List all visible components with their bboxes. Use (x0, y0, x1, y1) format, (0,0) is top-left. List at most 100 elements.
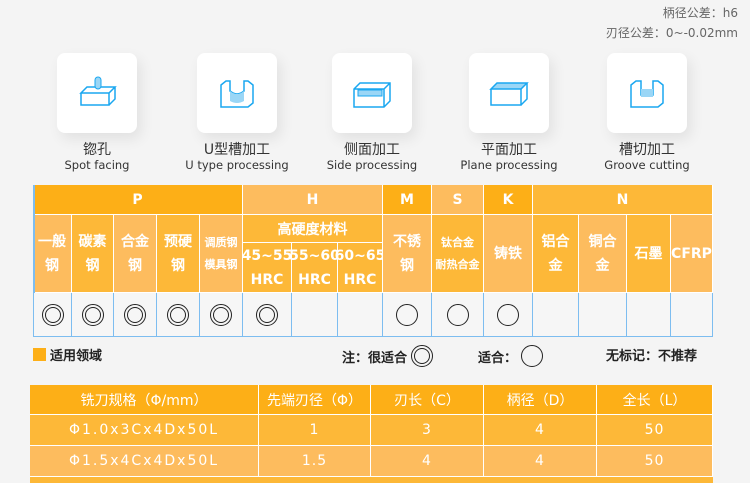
legend-title: 适用领域 (33, 345, 102, 364)
double-circle-icon (124, 303, 146, 326)
material-label-line2: 钢 (400, 257, 414, 274)
material-label-line1: 预硬 (164, 233, 192, 250)
material-column-header: 铸铁 (484, 215, 533, 293)
table-border (33, 185, 35, 293)
material-column-header: 铜合金 (579, 215, 627, 293)
suitability-cell (484, 293, 533, 337)
suitability-cell (72, 293, 114, 337)
double-circle-icon (81, 303, 104, 326)
material-label-line1: 55~60 (289, 247, 340, 264)
suitability-cell (533, 293, 579, 337)
legend-ok: 适合： (478, 345, 544, 367)
groove-cutting-icon (630, 80, 664, 108)
spec-cell: 4 (484, 415, 597, 446)
suitability-cell (432, 293, 484, 337)
legend-square-icon (33, 348, 46, 361)
material-column-header: CFRP (671, 215, 713, 293)
group-header-P: P (33, 185, 243, 215)
material-label-line2: HRC (250, 271, 284, 288)
material-label-line2: 钢 (171, 257, 185, 274)
suitability-cell (383, 293, 432, 337)
process-name-zh: 槽切加工 (619, 142, 675, 158)
u-groove-icon (220, 80, 254, 108)
spec-row-partial (30, 477, 713, 483)
suitability-cell (200, 293, 243, 337)
double-circle-icon (210, 303, 232, 326)
spec-header: 柄径（D） (484, 385, 597, 415)
process-caption: 平面加工 Plane processing (439, 142, 579, 172)
legend-ok-text: 适合： (478, 350, 518, 366)
spec-cell: Φ1.0x3Cx4Dx50L (30, 415, 259, 446)
process-name-zh: 侧面加工 (344, 142, 400, 158)
material-label-line2: 模具钢 (204, 257, 238, 271)
process-name-en: Plane processing (460, 158, 558, 172)
material-label-line2: 钢 (45, 257, 59, 274)
material-label-line2: HRC (298, 271, 331, 288)
double-circle-icon (41, 303, 64, 326)
legend-very-text: 注：很适合 (342, 350, 408, 366)
suitability-cell (671, 293, 713, 337)
spec-header: 先端刃径（Φ） (259, 385, 371, 415)
material-column-header: 铝合金 (533, 215, 579, 293)
process-card (332, 53, 412, 133)
material-label-line1: 铜合 (588, 233, 617, 250)
circle-icon (446, 303, 469, 326)
process-card (197, 53, 277, 133)
process-name-zh: 平面加工 (481, 142, 537, 158)
spec-header: 刃长（C） (371, 385, 484, 415)
process-caption: 槽切加工 Groove cutting (577, 142, 717, 172)
plane-processing-icon (489, 82, 529, 106)
process-name-en: U type processing (185, 158, 289, 172)
double-circle-icon (256, 303, 278, 326)
material-label-line1: 不锈 (393, 233, 421, 250)
process-name-en: Spot facing (64, 158, 130, 172)
material-column-header: 60~65 HRC (335, 243, 385, 293)
material-label-line1: CFRP (671, 245, 712, 262)
process-name-en: Groove cutting (604, 158, 690, 172)
material-label-line1: 石墨 (634, 245, 663, 262)
group-header-H: H (243, 185, 383, 215)
material-column-header: 合金钢 (114, 215, 157, 293)
material-column-header: 一般钢 (33, 215, 72, 293)
group-header-S: S (432, 185, 484, 215)
double-circle-icon (167, 303, 189, 326)
material-label-line2: 金 (595, 257, 610, 274)
suitability-cell (114, 293, 157, 337)
process-name-en: Side processing (326, 158, 418, 172)
material-label-line2: 金 (548, 257, 563, 274)
legend-none: 无标记：不推荐 (606, 349, 698, 364)
process-card (469, 53, 549, 133)
spot-facing-icon (79, 76, 117, 106)
group-header-K: K (484, 185, 533, 215)
spec-cell: 1 (259, 415, 371, 446)
suitability-cell (33, 293, 72, 337)
process-card (607, 53, 687, 133)
side-processing-icon (353, 82, 391, 108)
process-name-zh: 锪孔 (83, 142, 111, 158)
material-label-line2: 耐热合金 (435, 257, 480, 271)
material-column-header: 调质钢 模具钢 (200, 215, 243, 293)
material-label-line1: 一般 (38, 233, 66, 250)
process-caption: U型槽加工 U type processing (167, 142, 307, 172)
process-caption: 锪孔 Spot facing (27, 142, 167, 172)
high-hardness-header: 高硬度材料 (243, 215, 383, 243)
circle-icon (396, 303, 418, 326)
spec-cell: 4 (371, 446, 484, 477)
shank-tolerance: 柄径公差：h6 (662, 6, 738, 20)
material-label-line1: 调质钢 (204, 235, 238, 249)
circle-icon (497, 303, 519, 326)
material-label-line2: HRC (343, 271, 377, 288)
spec-cell: 50 (597, 415, 713, 446)
material-label-line1: 铝合 (541, 233, 570, 250)
material-column-header: 钛合金 耐热合金 (432, 215, 484, 293)
process-card (57, 53, 137, 133)
process-name-zh: U型槽加工 (203, 142, 271, 158)
legend-title-text: 适用领域 (50, 349, 103, 364)
material-column-header: 石墨 (627, 215, 671, 293)
suitability-cell (243, 293, 292, 337)
blade-tolerance: 刃径公差：0~-0.02mm (605, 26, 738, 40)
suitability-cell (157, 293, 200, 337)
legend-very: 注：很适合 (342, 345, 434, 367)
spec-cell: 1.5 (259, 446, 371, 477)
material-column-header: 45~55 HRC (242, 243, 292, 293)
